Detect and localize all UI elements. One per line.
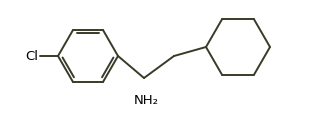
Text: NH₂: NH₂	[133, 94, 158, 107]
Text: Cl: Cl	[25, 49, 38, 63]
